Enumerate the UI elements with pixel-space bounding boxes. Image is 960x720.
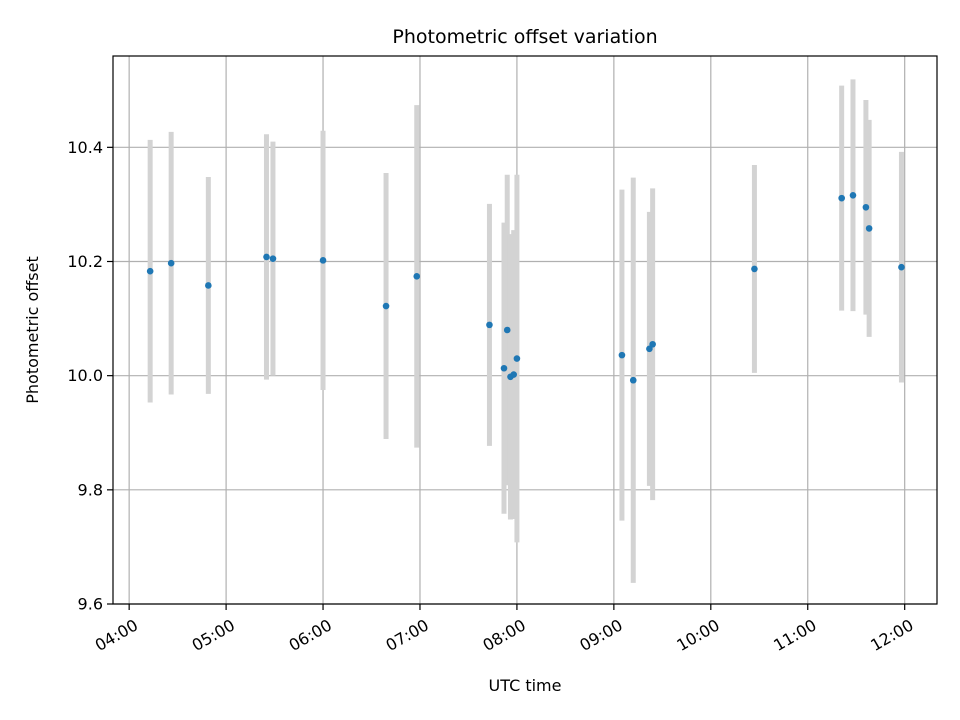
- data-point: [865, 225, 873, 232]
- y-tick-label: 10.2: [67, 252, 103, 271]
- data-point: [751, 265, 758, 273]
- y-tick-label: 10.4: [67, 138, 103, 157]
- data-point: [413, 273, 421, 280]
- data-point: [269, 255, 277, 262]
- data-point: [646, 345, 653, 353]
- data-point: [503, 326, 511, 334]
- data-points: [146, 191, 905, 384]
- data-point: [898, 263, 905, 271]
- data-point: [382, 302, 390, 310]
- data-point: [849, 191, 857, 199]
- data-point: [513, 355, 521, 362]
- x-axis-label: UTC time: [489, 676, 562, 695]
- chart-title: Photometric offset variation: [392, 26, 657, 48]
- data-point: [629, 376, 637, 384]
- y-tick-label: 9.8: [78, 480, 103, 499]
- y-tick-label: 9.6: [78, 595, 103, 614]
- data-point: [838, 194, 845, 202]
- data-point: [486, 321, 493, 329]
- plot-frame: [112, 55, 938, 605]
- y-axis-ticks: 9.6 9.8 10.0 10.2 10.4: [67, 138, 113, 614]
- data-point: [167, 259, 175, 267]
- data-point: [319, 257, 327, 264]
- y-tick-label: 10.0: [67, 366, 103, 385]
- data-point: [510, 371, 517, 378]
- data-point: [146, 267, 154, 275]
- data-point: [500, 364, 508, 372]
- data-point: [862, 203, 870, 211]
- data-point: [649, 340, 656, 348]
- data-point: [205, 282, 212, 289]
- y-axis-label: Photometric offset: [23, 256, 42, 404]
- data-point: [263, 253, 270, 261]
- data-point: [618, 351, 626, 359]
